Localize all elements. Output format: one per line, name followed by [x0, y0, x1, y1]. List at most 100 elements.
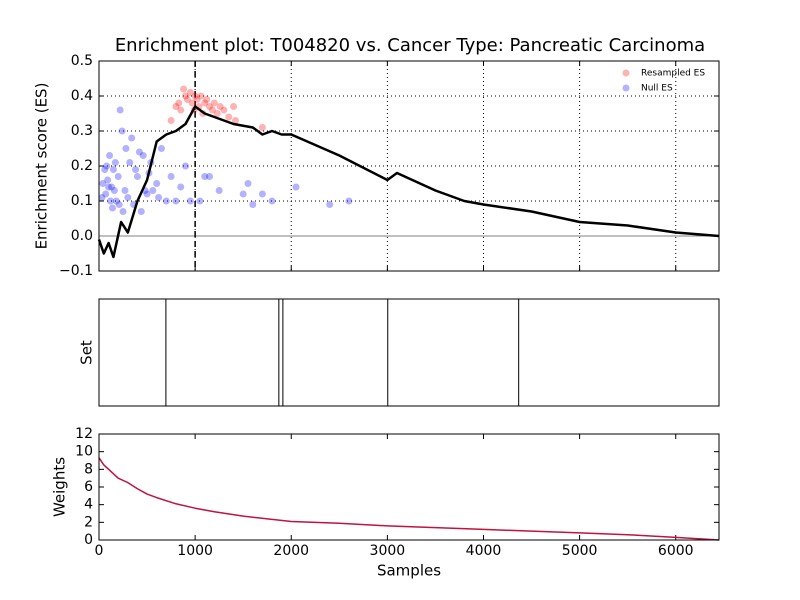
y-axis-label: Enrichment score (ES) [33, 83, 51, 250]
scatter-point [167, 173, 175, 180]
x-tick-label: 1000 [177, 543, 213, 559]
scatter-point [121, 187, 129, 194]
scatter-point [180, 85, 188, 93]
scatter-point [109, 166, 117, 173]
scatter-point [137, 208, 145, 215]
legend-label: Resampled ES [641, 69, 705, 79]
scatter-point [203, 96, 211, 103]
plot-frame [98, 298, 720, 407]
x-tick-label: 0 [95, 543, 104, 559]
scatter-point [208, 106, 216, 114]
legend-marker [622, 69, 630, 77]
scatter-point [268, 197, 276, 205]
x-tick-label: 4000 [466, 543, 502, 559]
scatter-point [135, 148, 143, 156]
scatter-point [216, 103, 224, 110]
scatter-point [101, 166, 109, 173]
scatter-point [99, 180, 107, 187]
scatter-point [206, 173, 214, 180]
scatter-point [244, 180, 252, 187]
scatter-point [326, 201, 334, 208]
scatter-point [112, 197, 120, 205]
scatter-point [177, 106, 185, 114]
scatter-point [108, 204, 116, 212]
scatter-point [106, 152, 114, 159]
scatter-point [231, 117, 239, 124]
scatter-point [149, 187, 157, 194]
scatter-point [98, 194, 106, 201]
scatter-point [186, 89, 194, 96]
scatter-point [249, 201, 257, 208]
scatter-point [157, 145, 165, 152]
scatter-point [175, 99, 183, 107]
y-tick-label: 0.5 [71, 53, 93, 69]
scatter-point [110, 187, 118, 194]
y-axis-label: Weights [51, 457, 69, 517]
y-tick-label: 0.4 [71, 88, 93, 104]
scatter-point [124, 194, 132, 201]
scatter-point [118, 127, 126, 135]
line [97, 105, 720, 259]
scatter-point [193, 96, 201, 103]
x-tick-label: 5000 [562, 543, 598, 559]
scatter-point [186, 197, 194, 205]
scatter-point [114, 173, 122, 180]
scatter-point [210, 99, 218, 107]
scatter-point [225, 113, 233, 121]
line [98, 457, 720, 541]
y-tick-label: 0.3 [71, 123, 93, 139]
scatter-point [220, 106, 228, 114]
scatter-point [115, 201, 123, 208]
scatter-point [143, 190, 151, 198]
scatter-point [206, 103, 214, 110]
scatter-point [345, 197, 353, 205]
x-tick-label: 2000 [273, 543, 309, 559]
scatter-point [215, 187, 223, 194]
scatter-point [172, 197, 180, 205]
scatter-point [153, 180, 161, 187]
scatter-point [182, 92, 190, 100]
scatter-point [213, 110, 221, 117]
scatter-point [196, 197, 204, 205]
scatter-point [258, 190, 266, 198]
scatter-point [116, 106, 124, 114]
scatter-point [177, 183, 185, 191]
scatter-point [230, 103, 238, 110]
scatter-point [111, 159, 119, 166]
scatter-point [162, 197, 170, 205]
scatter-point [122, 145, 130, 152]
y-tick-label: 0.1 [71, 193, 93, 209]
scatter-point [167, 117, 175, 124]
scatter-point [258, 124, 266, 131]
scatter-point [102, 190, 110, 198]
plot-frame [98, 60, 720, 272]
y-axis-label: Set [78, 340, 96, 365]
scatter-point [104, 176, 112, 184]
x-tick-label: 6000 [658, 543, 694, 559]
scatter-point [132, 166, 140, 173]
y-tick-label: 8 [84, 461, 93, 477]
scatter-point [105, 183, 113, 191]
x-tick-label: 3000 [370, 543, 406, 559]
legend-label: Null ES [641, 84, 673, 94]
scatter-point [107, 183, 115, 191]
y-tick-label: 2 [84, 514, 93, 530]
y-tick-label: 0.0 [71, 228, 93, 244]
scatter-point [133, 173, 141, 180]
legend-marker [622, 84, 630, 92]
scatter-point [239, 190, 247, 198]
scatter-point [119, 208, 127, 215]
y-tick-label: 10 [75, 444, 93, 460]
scatter-point [182, 162, 190, 170]
scatter-point [292, 183, 300, 191]
y-tick-label: −0.1 [59, 263, 93, 279]
scatter-point [172, 103, 180, 110]
x-axis-label: Samples [377, 562, 441, 580]
y-tick-label: 0.2 [71, 158, 93, 174]
plot-frame [98, 433, 720, 541]
scatter-point [201, 173, 209, 180]
scatter-point [139, 152, 147, 159]
scatter-point [155, 194, 163, 201]
scatter-point [128, 134, 136, 142]
